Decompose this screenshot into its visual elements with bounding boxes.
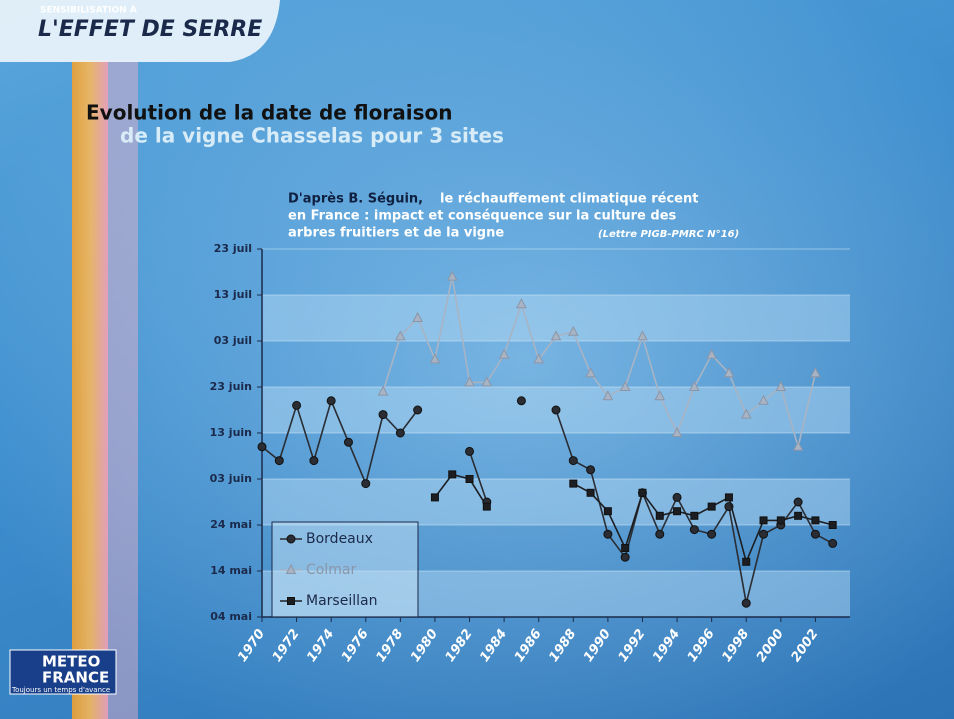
data-point	[344, 438, 352, 446]
data-point	[656, 530, 664, 538]
source-text: arbres fruitiers et de la vigne	[288, 226, 504, 241]
y-tick-label: 23 juin	[210, 380, 252, 393]
data-point	[795, 512, 802, 519]
subtitle: de la vigne Chasselas pour 3 sites	[120, 124, 504, 148]
data-point	[708, 530, 716, 538]
data-point	[362, 480, 370, 488]
data-point	[293, 401, 301, 409]
y-tick-label: 03 juil	[214, 334, 252, 347]
legend-label: Colmar	[306, 562, 356, 578]
legend-label: Bordeaux	[306, 531, 373, 547]
data-point	[674, 508, 681, 515]
legend-marker	[288, 598, 295, 605]
source-author: D'après B. Séguin,	[288, 192, 423, 207]
chart: SENSIBILISATION À L'EFFET DE SERRE Evolu…	[0, 0, 954, 719]
data-point	[310, 457, 318, 465]
data-point	[587, 489, 594, 496]
slide: SENSIBILISATION À L'EFFET DE SERRE Evolu…	[0, 0, 954, 719]
data-point	[760, 530, 768, 538]
header-title: L'EFFET DE SERRE	[38, 17, 262, 42]
data-point	[725, 494, 732, 501]
data-point	[708, 503, 715, 510]
legend-marker	[287, 535, 295, 543]
y-tick-label: 13 juin	[210, 426, 252, 439]
data-point	[673, 493, 681, 501]
y-tick-label: 13 juil	[214, 288, 252, 301]
data-point	[777, 517, 784, 524]
data-point	[656, 512, 663, 519]
data-point	[829, 522, 836, 529]
source-text: le réchauffement climatique récent	[440, 192, 698, 207]
data-point	[639, 489, 646, 496]
header-kicker: SENSIBILISATION À	[40, 4, 137, 16]
data-point	[379, 411, 387, 419]
y-tick-label: 03 juin	[210, 472, 252, 485]
logo-text: FRANCE	[42, 669, 109, 687]
data-point	[604, 508, 611, 515]
decor-stripe	[108, 60, 138, 719]
y-tick-label: 14 mai	[210, 564, 252, 577]
data-point	[466, 476, 473, 483]
source-text: en France : impact et conséquence sur la…	[288, 209, 677, 224]
data-point	[812, 517, 819, 524]
data-point	[604, 530, 612, 538]
y-tick-label: 23 juil	[214, 242, 252, 255]
data-point	[466, 447, 474, 455]
data-point	[570, 480, 577, 487]
data-point	[552, 406, 560, 414]
data-point	[569, 457, 577, 465]
legend-label: Marseillan	[306, 593, 377, 609]
data-point	[690, 526, 698, 534]
data-point	[760, 517, 767, 524]
data-point	[483, 503, 490, 510]
data-point	[587, 466, 595, 474]
data-point	[414, 406, 422, 414]
data-point	[621, 553, 629, 561]
y-tick-label: 04 mai	[210, 610, 252, 623]
data-point	[811, 530, 819, 538]
logo-tagline: Toujours un temps d'avance	[11, 686, 110, 694]
data-point	[691, 512, 698, 519]
data-point	[327, 397, 335, 405]
data-point	[396, 429, 404, 437]
decor-stripe	[72, 60, 108, 719]
data-point	[794, 498, 802, 506]
data-point	[829, 539, 837, 547]
y-tick-label: 24 mai	[210, 518, 252, 531]
data-point	[258, 443, 266, 451]
source-reference: (Lettre PIGB-PMRC N°16)	[598, 229, 739, 240]
data-point	[743, 558, 750, 565]
data-point	[449, 471, 456, 478]
data-point	[275, 457, 283, 465]
data-point	[431, 494, 438, 501]
data-point	[622, 545, 629, 552]
data-point	[742, 599, 750, 607]
title: Evolution de la date de floraison	[86, 101, 452, 125]
data-point	[517, 397, 525, 405]
